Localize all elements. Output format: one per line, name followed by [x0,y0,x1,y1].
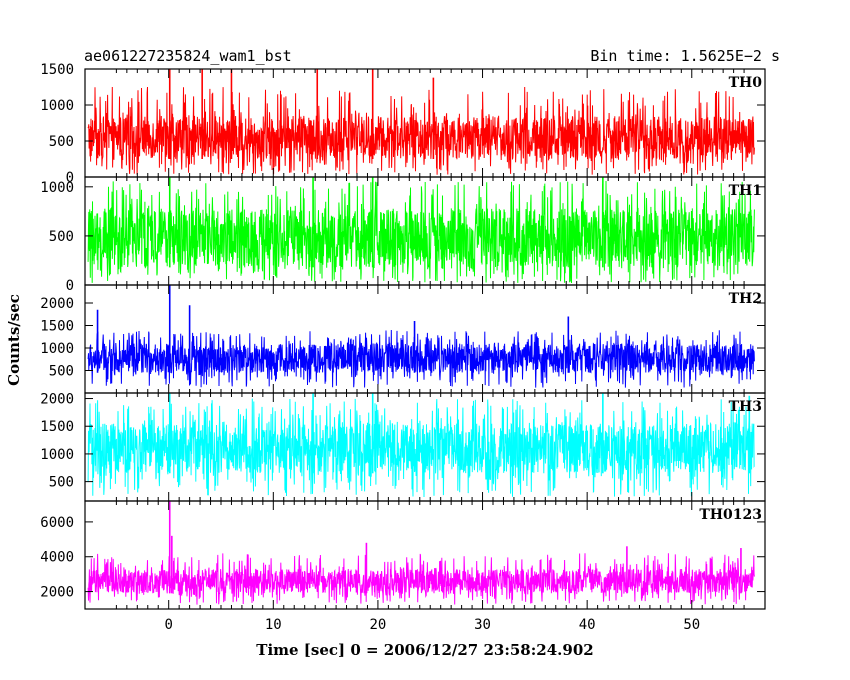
series-th1-line [87,180,755,284]
series-th0123-line [87,553,755,605]
series-th3-line [87,398,755,498]
chart-title: ae061227235824_wam1_bst [84,47,292,65]
series-th2-line [87,329,755,388]
panel-label-th3: TH3 [729,399,762,415]
panel-label-th2: TH2 [729,291,762,307]
y-tick-label: 0 [66,170,74,186]
y-tick-label: 500 [49,364,74,380]
x-tick-label: 50 [683,617,700,633]
x-tick-label: 10 [265,617,282,633]
panel-label-th0: TH0 [729,75,763,91]
y-tick-label: 500 [49,475,74,491]
y-tick-label: 1500 [40,319,74,335]
panel-th0123: 2000 4000 6000 TH0123 0 10 20 30 40 50 [40,500,766,633]
y-tick-label: 2000 [40,296,74,312]
panel-frame [84,500,766,610]
y-tick-label: 1000 [40,341,74,357]
x-tick-label: 0 [164,617,172,633]
y-tick-label: 1000 [40,180,74,196]
panel-th3: 500 1000 1500 2000 TH3 [40,392,766,502]
panel-th0: 0 500 1000 1500 TH0 [40,62,766,186]
y-tick-label: 6000 [40,515,74,531]
y-axis-label: Counts/sec [5,294,23,386]
panel-label-th0123: TH0123 [699,507,762,523]
panel-label-th1: TH1 [729,183,762,199]
y-tick-label: 1000 [40,98,74,114]
series-th0-line [87,86,755,175]
y-tick-label: 4000 [40,550,74,566]
x-tick-label: 40 [579,617,596,633]
x-axis-label: Time [sec] 0 = 2006/12/27 23:58:24.902 [256,641,593,659]
y-tick-label: 1500 [40,419,74,435]
y-tick-label: 500 [49,229,74,245]
panel-th1: 0 500 1000 TH1 [40,176,766,294]
y-tick-label: 1500 [40,62,74,78]
x-tick-label: 30 [474,617,491,633]
bin-time-label: Bin time: 1.5625E−2 s [590,47,780,65]
y-tick-label: 1000 [40,447,74,463]
y-tick-label: 2000 [40,585,74,601]
panel-th2: 500 1000 1500 2000 TH2 [40,284,766,394]
y-tick-label: 0 [66,278,74,294]
y-tick-label: 2000 [40,392,74,408]
y-tick-label: 500 [49,134,74,150]
x-tick-label: 20 [369,617,386,633]
